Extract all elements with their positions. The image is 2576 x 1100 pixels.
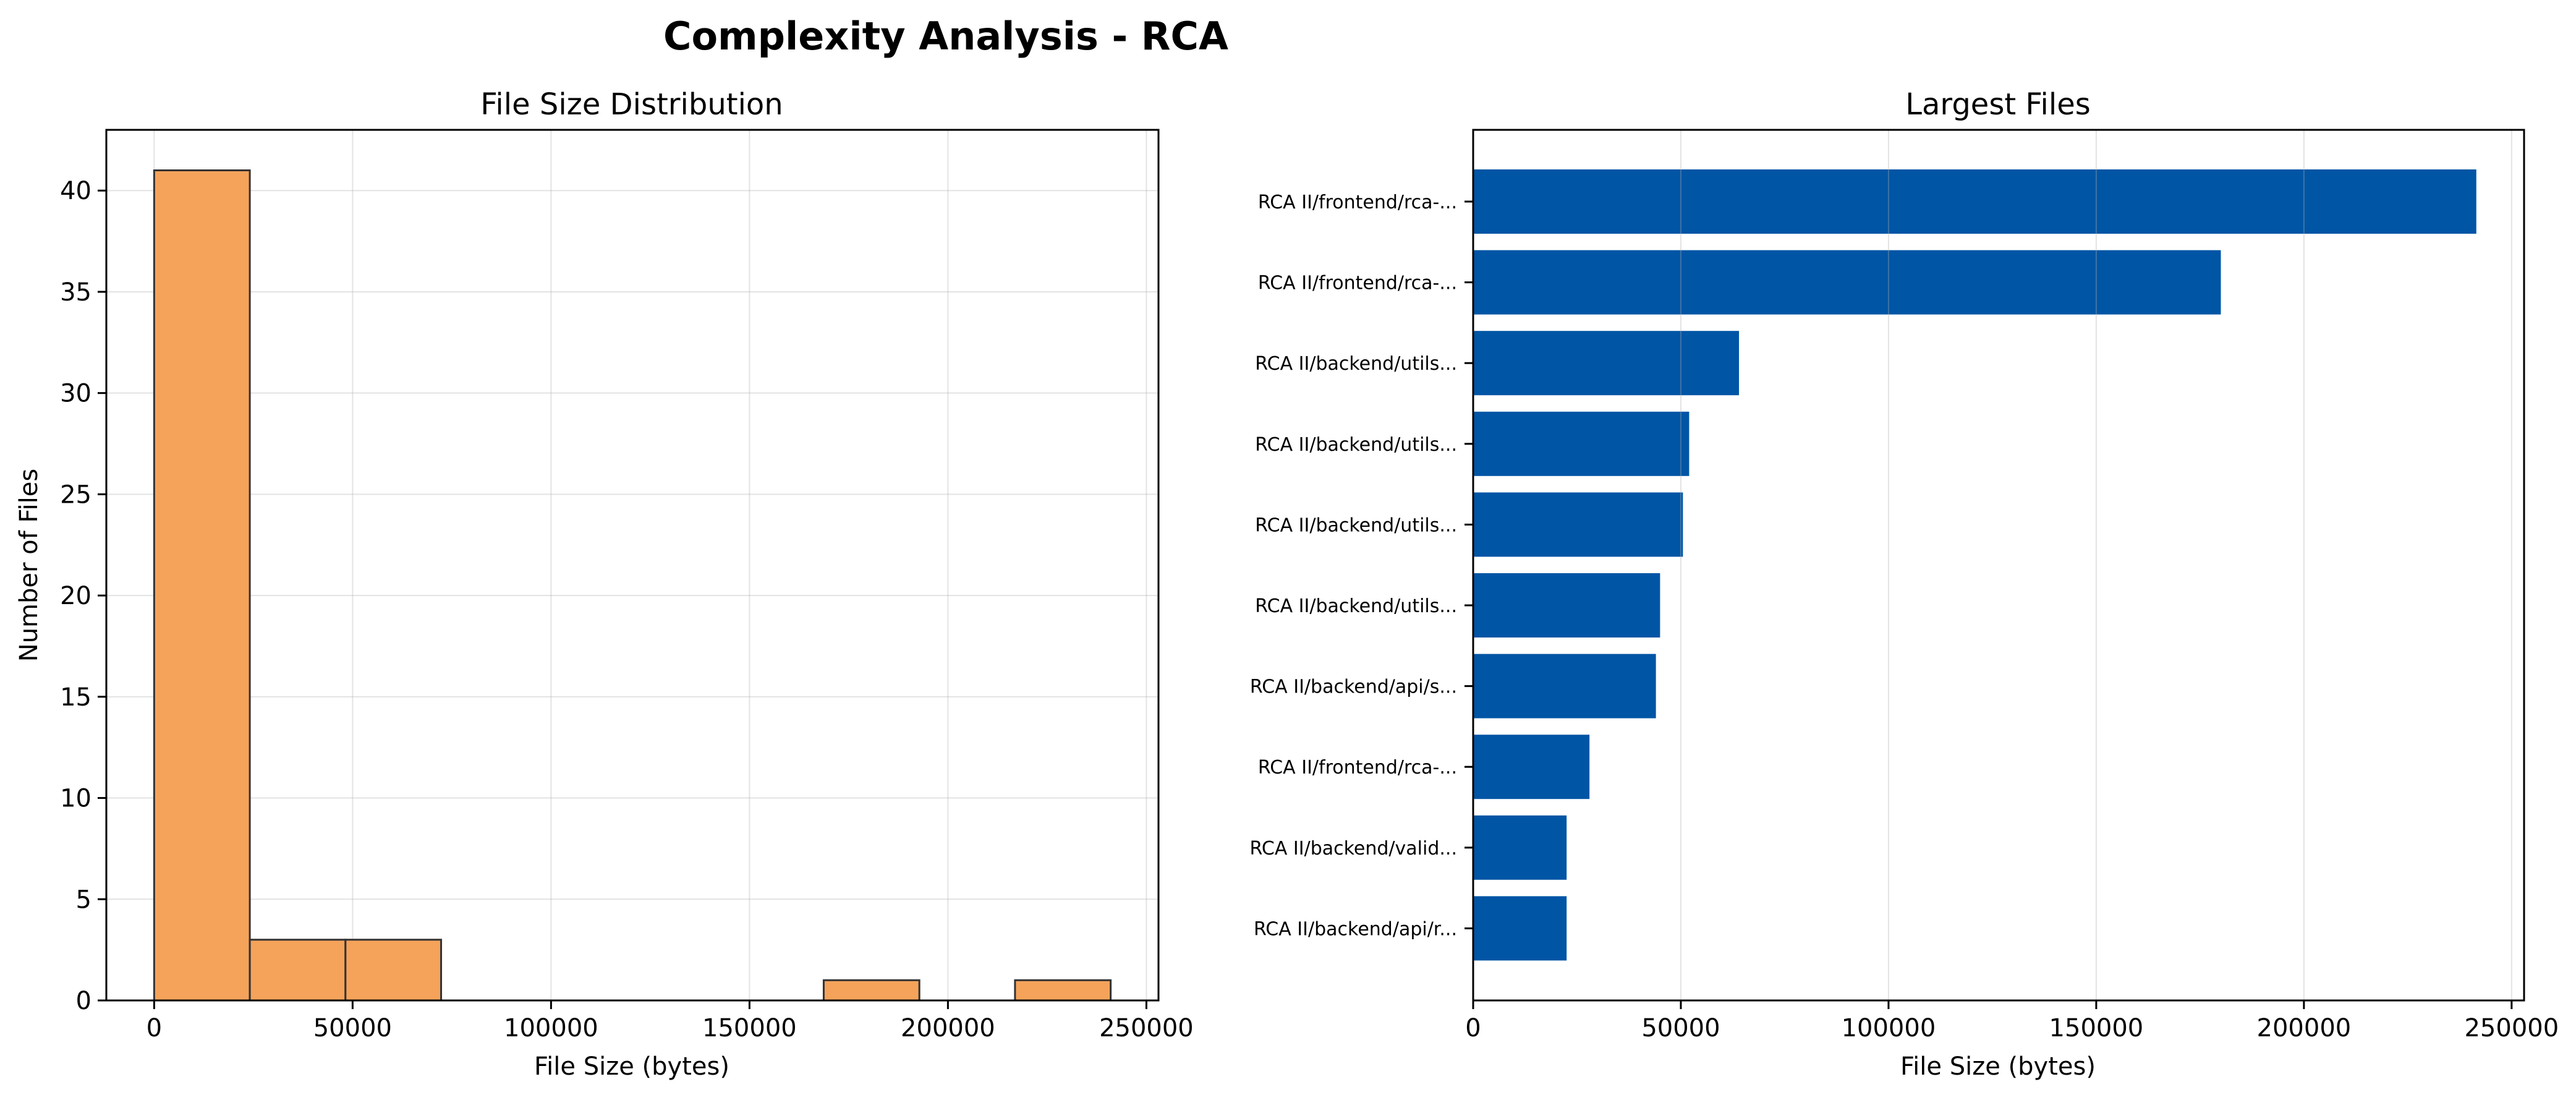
largest-files-x-tick-label: 0	[1465, 1014, 1481, 1042]
largest-files-bar	[1473, 331, 1740, 396]
histogram-x-tick-label: 0	[147, 1014, 162, 1042]
histogram-grid	[106, 130, 1158, 1001]
histogram-x-ticks: 0 50000 100000 150000 200000 250000	[147, 1000, 1194, 1042]
largest-files-bar	[1473, 411, 1690, 476]
histogram-y-tick-label: 5	[76, 885, 91, 914]
largest-files-bar	[1473, 654, 1656, 718]
histogram-bar	[153, 169, 251, 1002]
largest-files-x-label: File Size (bytes)	[1900, 1052, 2096, 1081]
histogram-y-tick-label: 15	[60, 683, 91, 712]
largest-files-category-label: RCA II/frontend/rca-...	[1258, 192, 1457, 213]
largest-files-category-label: RCA II/backend/utils...	[1255, 514, 1457, 536]
figure-title: Complexity Analysis - RCA	[663, 14, 1228, 59]
histogram-x-label: File Size (bytes)	[534, 1052, 729, 1081]
largest-files-bar	[1473, 896, 1567, 961]
largest-files-bars	[1473, 169, 2476, 961]
largest-files-category-label: RCA II/frontend/rca-...	[1258, 757, 1457, 778]
largest-files-panel: Largest Files 0 50000 100000 150000 200000 25…	[1250, 87, 2559, 1081]
histogram-x-tick-label: 150000	[702, 1014, 797, 1042]
largest-files-x-tick-label: 50000	[1641, 1014, 1720, 1042]
largest-files-bar	[1473, 492, 1683, 557]
histogram-y-tick-label: 30	[60, 380, 91, 408]
largest-files-category-label: RCA II/backend/api/s...	[1250, 676, 1457, 698]
histogram-title: File Size Distribution	[480, 87, 783, 122]
largest-files-category-label: RCA II/backend/utils...	[1255, 595, 1457, 617]
largest-files-x-ticks: 0 50000 100000 150000 200000 250000	[1465, 1000, 2559, 1042]
largest-files-bar	[1473, 815, 1567, 880]
histogram-y-tick-label: 35	[60, 278, 91, 307]
largest-files-category-label: RCA II/backend/utils...	[1255, 434, 1457, 456]
largest-files-x-tick-label: 200000	[2257, 1014, 2352, 1042]
histogram-x-tick-label: 200000	[901, 1014, 995, 1042]
histogram-bar	[1014, 979, 1112, 1002]
largest-files-bar	[1473, 573, 1660, 637]
histogram-panel: File Size Distribution 0 50000 100000 15000…	[15, 87, 1194, 1081]
largest-files-axes-frame	[1472, 129, 2525, 1002]
largest-files-category-label: RCA II/backend/valid...	[1250, 838, 1457, 859]
histogram-y-ticks: 0 5 10 15 20 25 30 35 40	[60, 177, 106, 1015]
largest-files-category-label: RCA II/backend/api/r...	[1254, 918, 1457, 940]
largest-files-x-tick-label: 250000	[2464, 1014, 2559, 1042]
largest-files-bar	[1473, 250, 2221, 315]
histogram-y-tick-label: 20	[60, 582, 91, 610]
histogram-y-tick-label: 40	[60, 177, 91, 205]
largest-files-title: Largest Files	[1905, 87, 2090, 122]
largest-files-category-label: RCA II/frontend/rca-...	[1258, 273, 1457, 294]
largest-files-category-labels: RCA II/frontend/rca-... RCA II/frontend/r…	[1250, 192, 1473, 940]
histogram-bar	[344, 939, 443, 1002]
histogram-y-tick-label: 10	[60, 785, 91, 813]
histogram-y-tick-label: 0	[76, 987, 91, 1015]
largest-files-x-tick-label: 100000	[1842, 1014, 1936, 1042]
largest-files-x-tick-label: 150000	[2049, 1014, 2144, 1042]
histogram-axes-frame	[105, 129, 1160, 1002]
histogram-bars	[153, 169, 1112, 1002]
histogram-y-label: Number of Files	[15, 469, 43, 662]
histogram-bar	[822, 979, 920, 1002]
histogram-x-tick-label: 250000	[1099, 1014, 1194, 1042]
largest-files-bar	[1473, 735, 1590, 799]
largest-files-category-label: RCA II/backend/utils...	[1255, 353, 1457, 375]
histogram-x-tick-label: 100000	[504, 1014, 598, 1042]
histogram-x-tick-label: 50000	[313, 1014, 392, 1042]
histogram-bar	[249, 939, 347, 1002]
histogram-y-tick-label: 25	[60, 480, 91, 509]
largest-files-bar	[1473, 169, 2476, 234]
